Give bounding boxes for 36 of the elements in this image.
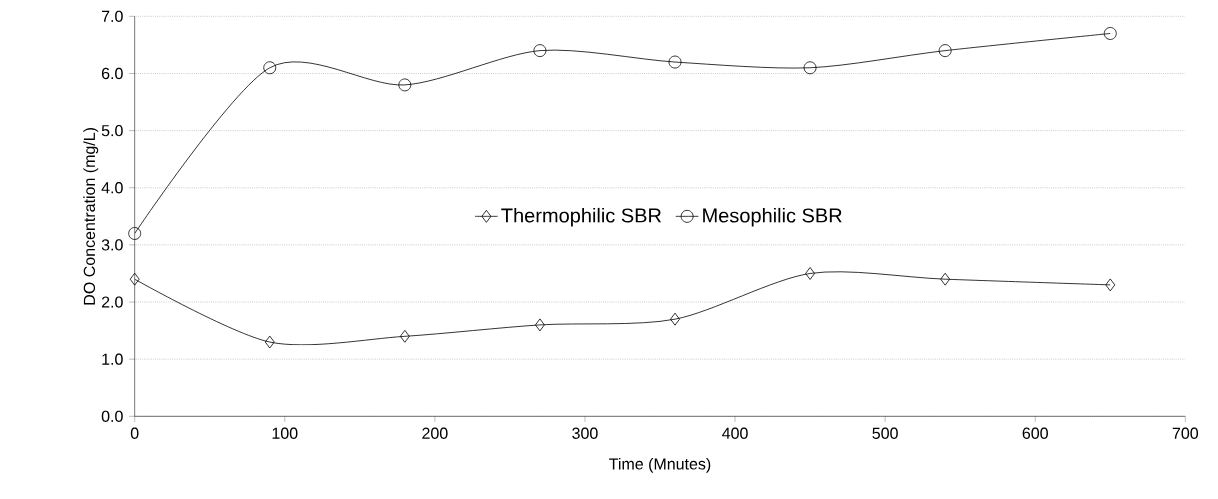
x-tick-label: 700	[1172, 427, 1199, 439]
point	[670, 312, 680, 326]
point	[938, 44, 952, 58]
y-tick-label: 4.0	[101, 182, 123, 194]
y-tick-label: 1.0	[102, 353, 123, 365]
x-tick-label: 400	[722, 427, 748, 439]
point	[263, 61, 277, 75]
point	[264, 335, 275, 349]
point	[399, 329, 410, 343]
x-axis-title: Time (Mnutes)	[609, 457, 711, 473]
point	[805, 267, 815, 280]
point	[129, 272, 140, 286]
point	[1105, 278, 1116, 292]
y-tick-label: 3.0	[101, 239, 123, 251]
legend-label: Mesophilic SBR	[703, 207, 842, 227]
legend-label: Thermophilic SBR	[501, 207, 662, 227]
x-tick-label: 500	[872, 427, 898, 439]
x-tick-label: 0	[130, 427, 139, 439]
y-tick-label: 6.0	[101, 67, 123, 80]
y-tick-label: 5.0	[101, 124, 123, 137]
y-axis-title: DO Concentration (mg/L)	[83, 127, 99, 305]
point	[128, 227, 142, 240]
x-tick-label: 600	[1022, 427, 1048, 439]
point	[1103, 27, 1117, 40]
point	[668, 55, 682, 69]
x-tick-label: 100	[272, 427, 298, 439]
y-tick-label: 0.0	[101, 410, 123, 422]
point	[940, 272, 951, 286]
point	[535, 318, 545, 332]
point	[533, 44, 547, 58]
y-tick-label: 2.0	[101, 296, 123, 308]
x-tick-label: 200	[422, 427, 448, 439]
point	[398, 78, 412, 92]
x-tick-label: 300	[572, 427, 598, 439]
y-tick-label: 7.0	[101, 10, 123, 22]
point	[803, 61, 817, 75]
